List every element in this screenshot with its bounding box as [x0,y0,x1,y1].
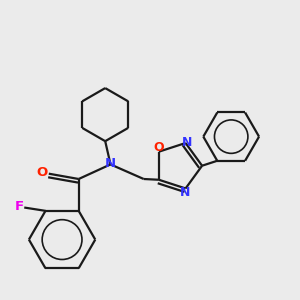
Text: O: O [37,166,48,179]
Text: N: N [105,157,116,170]
Text: F: F [14,200,23,213]
Text: O: O [153,141,164,154]
Text: N: N [180,186,190,199]
Text: N: N [182,136,192,149]
